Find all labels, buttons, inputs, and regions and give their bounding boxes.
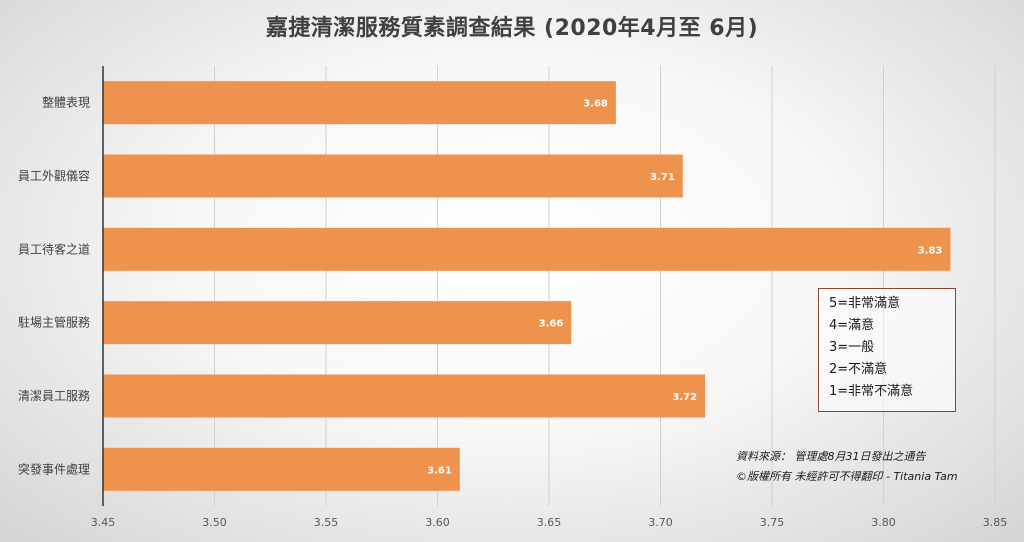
- category-label: 清潔員工服務: [18, 389, 90, 403]
- data-label: 3.68: [583, 99, 608, 110]
- legend-line: 3=一般: [829, 340, 875, 355]
- x-tick-label: 3.45: [91, 516, 116, 529]
- category-label: 突發事件處理: [18, 461, 90, 476]
- x-tick-label: 3.85: [983, 516, 1008, 529]
- data-label: 3.83: [918, 245, 943, 256]
- source-note: 資料來源： 管理處8月31日發出之通告 ©版權所有 未經許可不得翻印 - Tit…: [736, 447, 958, 487]
- copyright-text: ©版權所有 未經許可不得翻印 - Titania Tam: [736, 470, 958, 483]
- data-label: 3.72: [672, 392, 697, 403]
- bars: 3.68 3.71 3.83 3.66 3.72 3.61: [103, 81, 951, 491]
- gridlines: [102, 66, 996, 506]
- category-label: 整體表現: [42, 95, 90, 110]
- bar: [103, 81, 616, 125]
- chart-title: 嘉捷清潔服務質素調查結果 (2020年4月至 6月): [265, 16, 759, 41]
- legend-line: 1=非常不滿意: [829, 384, 914, 399]
- source-text: 資料來源： 管理處8月31日發出之通告: [736, 450, 926, 463]
- x-tick-label: 3.50: [202, 516, 227, 529]
- x-tick-label: 3.60: [425, 516, 450, 529]
- category-label: 駐場主管服務: [18, 315, 90, 330]
- data-label: 3.66: [539, 319, 564, 330]
- x-tick-label: 3.70: [648, 516, 673, 529]
- x-tick-labels: 3.45 3.50 3.55 3.60 3.65 3.70 3.75 3.80 3.85: [91, 516, 1008, 529]
- legend-line: 2=不滿意: [829, 362, 888, 377]
- bar: [103, 227, 951, 271]
- x-tick-label: 3.55: [314, 516, 339, 529]
- x-tick-label: 3.65: [537, 516, 562, 529]
- scale-legend-box: 5=非常滿意 4=滿意 3=一般 2=不滿意 1=非常不滿意: [818, 288, 956, 412]
- bar: [103, 301, 572, 345]
- legend-line: 5=非常滿意: [829, 296, 901, 311]
- bar: [103, 154, 683, 198]
- bar: [103, 447, 460, 491]
- category-label: 員工外觀儀容: [18, 168, 90, 183]
- bar: [103, 374, 706, 418]
- x-tick-label: 3.75: [760, 516, 785, 529]
- legend-line: 4=滿意: [829, 318, 875, 333]
- x-tick-label: 3.80: [871, 516, 896, 529]
- data-label: 3.61: [427, 465, 452, 476]
- data-label: 3.71: [650, 172, 675, 183]
- category-label: 員工待客之道: [18, 241, 90, 256]
